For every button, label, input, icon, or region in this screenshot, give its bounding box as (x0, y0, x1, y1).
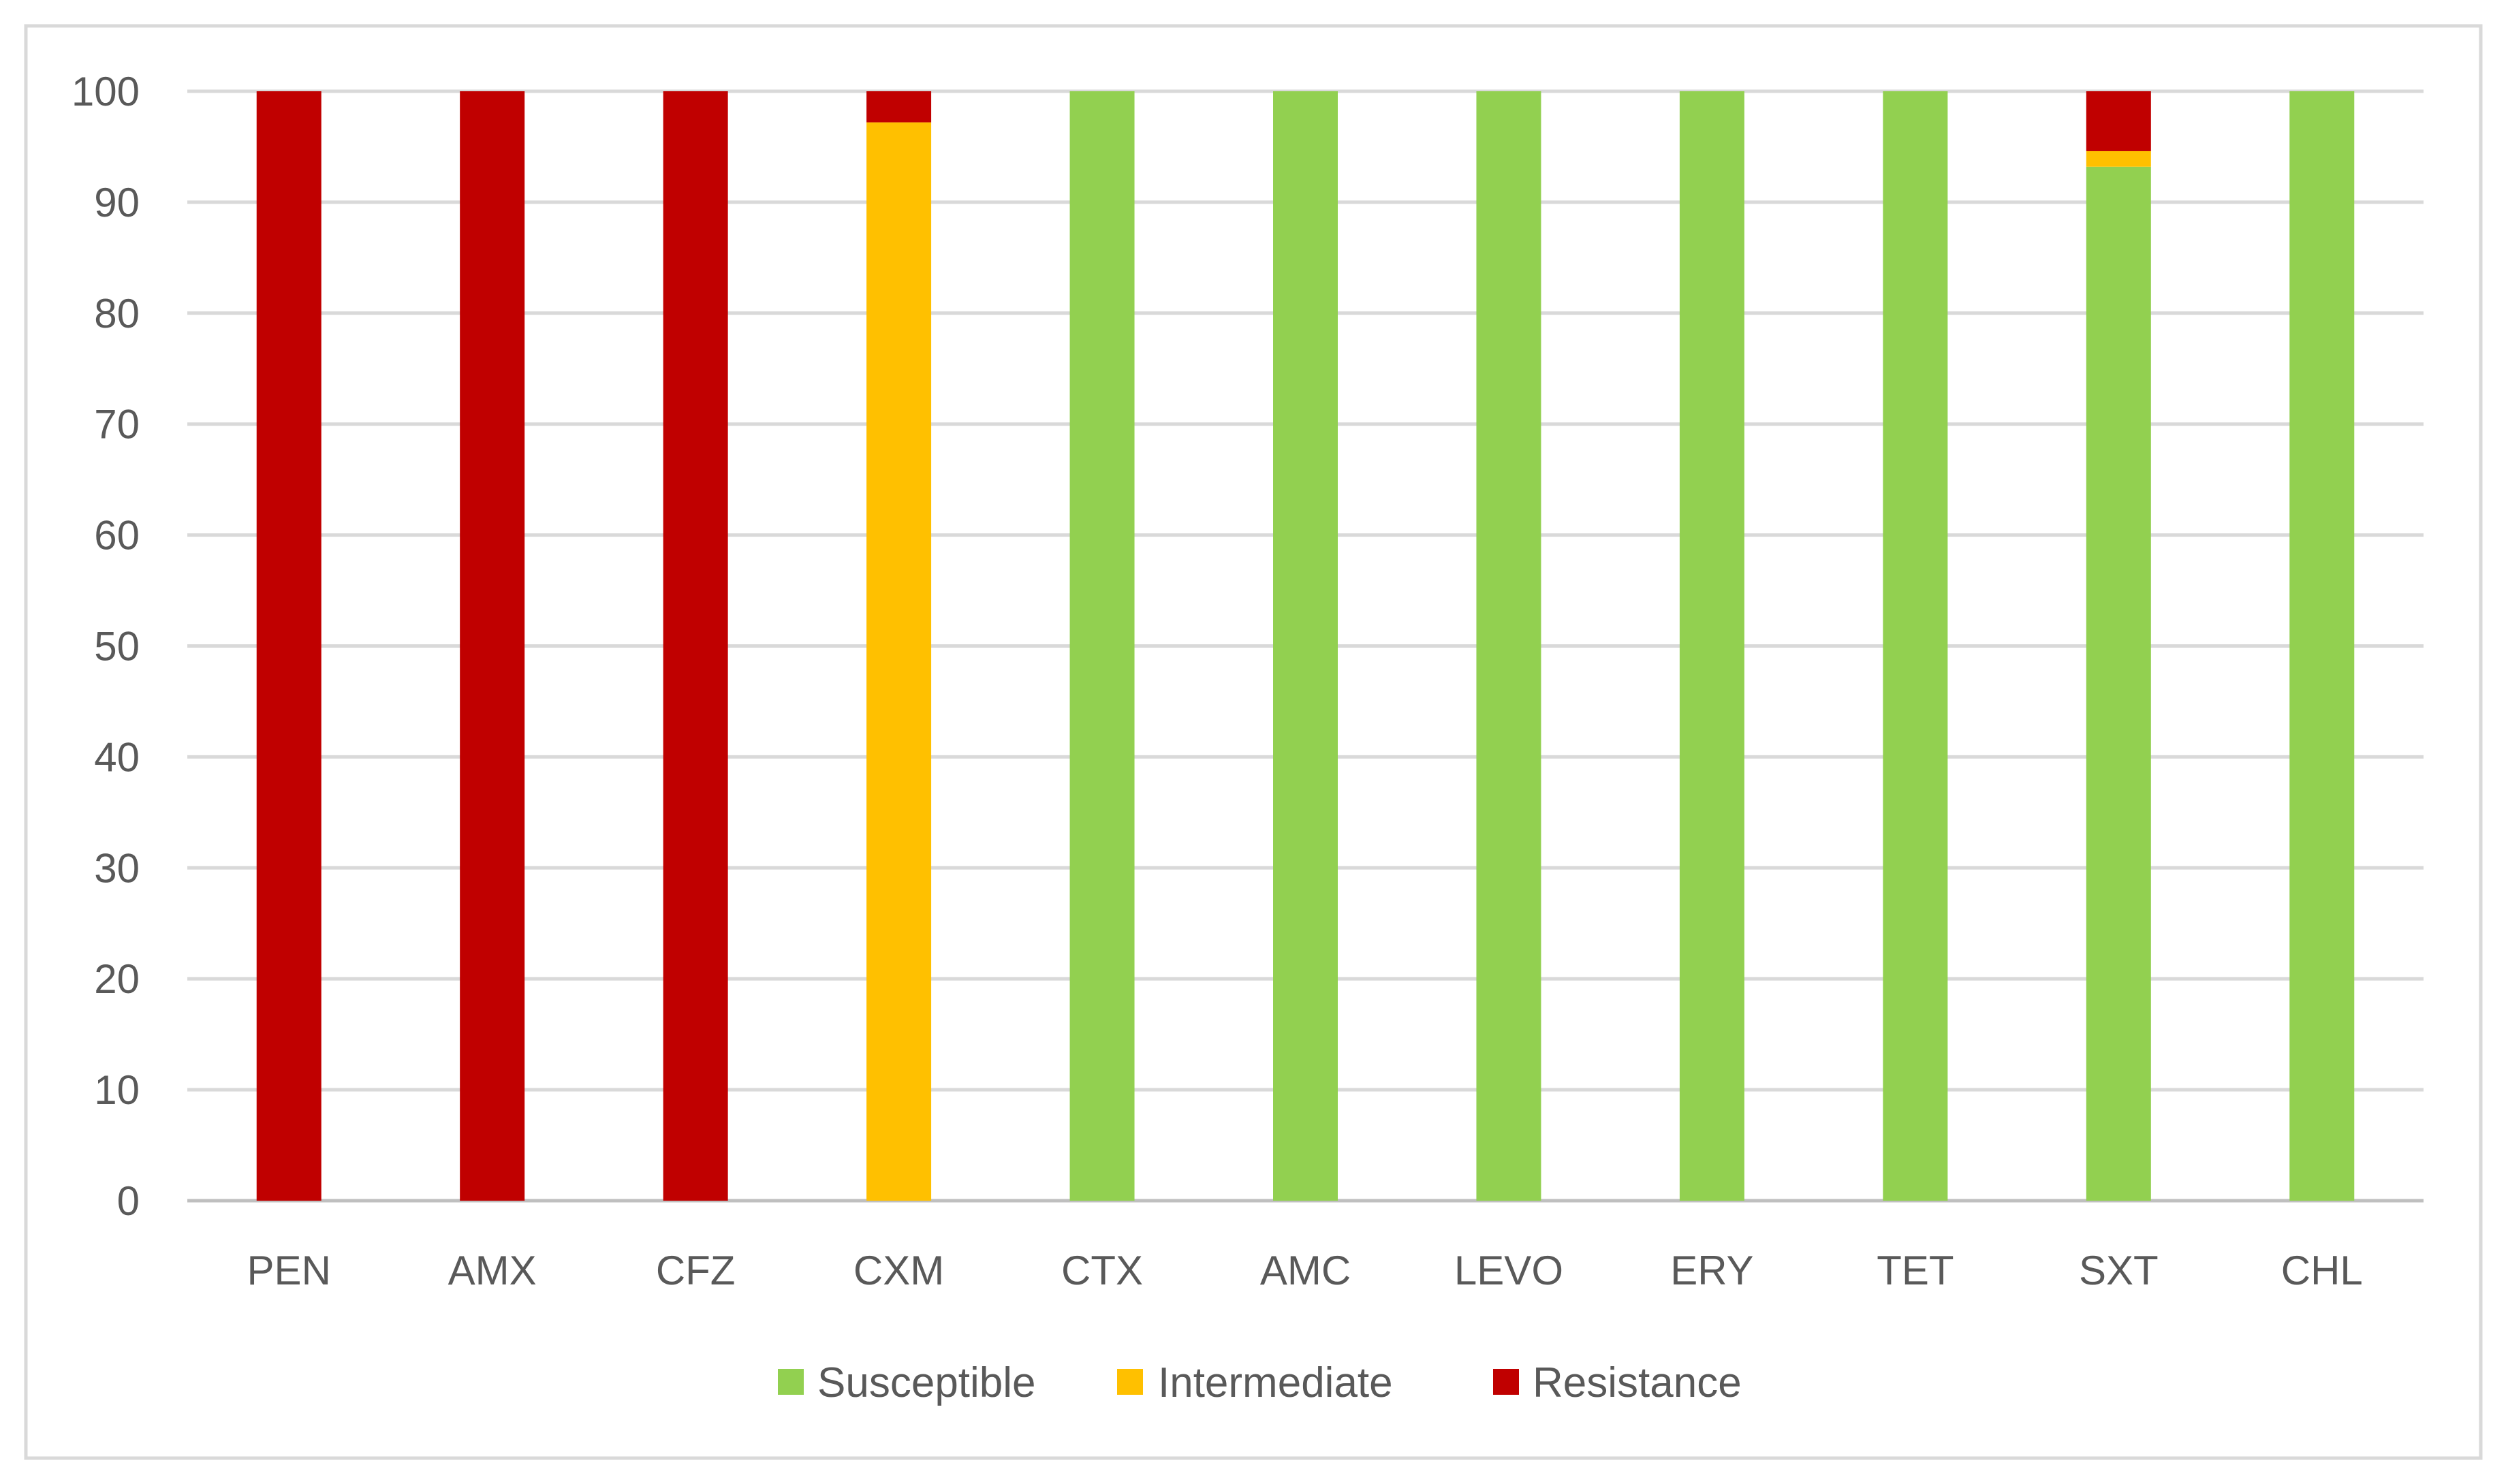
y-tick-label-70: 70 (94, 402, 140, 447)
bar-sxt-intermediate (2086, 151, 2151, 167)
x-label-tet: TET (1877, 1248, 1954, 1293)
bar-amx-resistance (460, 91, 525, 1201)
bar-cxm-resistance (866, 91, 932, 123)
legend-swatch-resistance (1493, 1369, 1519, 1395)
y-tick-label-50: 50 (94, 624, 140, 669)
y-tick-label-60: 60 (94, 513, 140, 558)
bar-ery-susceptible (1679, 91, 1744, 1201)
y-tick-label-100: 100 (72, 69, 140, 114)
x-label-amx: AMX (448, 1248, 537, 1293)
x-label-cfz: CFZ (656, 1248, 736, 1293)
legend-swatch-intermediate (1117, 1369, 1143, 1395)
y-axis-ticks: 0 10 20 30 40 50 60 70 80 90 100 (72, 69, 140, 1224)
legend-label-resistance: Resistance (1533, 1359, 1742, 1406)
bar-levo-susceptible (1476, 91, 1541, 1201)
x-label-chl: CHL (2281, 1248, 2363, 1293)
bar-tet-susceptible (1883, 91, 1948, 1201)
bar-sxt-susceptible (2086, 166, 2151, 1201)
x-label-cxm: CXM (853, 1248, 944, 1293)
y-tick-label-20: 20 (94, 956, 140, 1002)
bar-chl-susceptible (2289, 91, 2355, 1201)
x-label-sxt: SXT (2079, 1248, 2159, 1293)
bars (256, 91, 2355, 1201)
chart-border (24, 24, 2483, 1460)
bar-sxt-resistance (2086, 91, 2151, 151)
bar-pen-resistance (256, 91, 322, 1201)
bar-cfz-resistance (663, 91, 728, 1201)
bar-ctx-susceptible (1069, 91, 1135, 1201)
x-label-amc: AMC (1260, 1248, 1351, 1293)
y-tick-label-10: 10 (94, 1067, 140, 1113)
y-tick-label-90: 90 (94, 180, 140, 225)
y-tick-label-40: 40 (94, 734, 140, 780)
bar-cxm-intermediate (866, 122, 932, 1201)
legend: Susceptible Intermediate Resistance (778, 1359, 1742, 1406)
x-label-ctx: CTX (1061, 1248, 1143, 1293)
x-label-levo: LEVO (1454, 1248, 1563, 1293)
y-tick-label-0: 0 (117, 1178, 140, 1224)
y-tick-label-30: 30 (94, 845, 140, 891)
legend-swatch-susceptible (778, 1369, 804, 1395)
y-tick-label-80: 80 (94, 291, 140, 336)
x-label-pen: PEN (247, 1248, 331, 1293)
x-label-ery: ERY (1670, 1248, 1753, 1293)
x-axis-labels: PEN AMX CFZ CXM CTX AMC LEVO ERY TET SXT CHL (247, 1248, 2363, 1293)
legend-label-intermediate: Intermediate (1158, 1359, 1393, 1406)
bar-amc-susceptible (1273, 91, 1338, 1201)
legend-label-susceptible: Susceptible (817, 1359, 1036, 1406)
